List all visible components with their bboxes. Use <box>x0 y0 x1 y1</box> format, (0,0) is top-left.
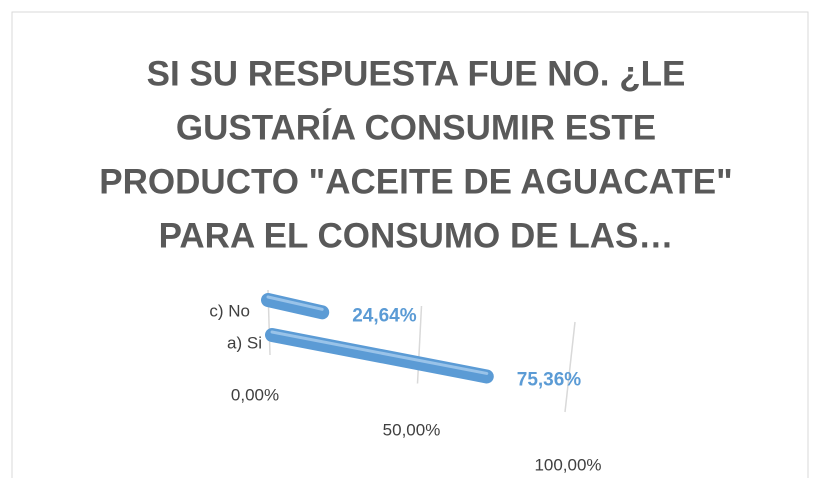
chart-title: PRODUCTO "ACEITE DE AGUACATE" <box>99 162 732 201</box>
x-tick-label: 100,00% <box>534 455 601 474</box>
chart-border <box>11 11 809 478</box>
x-tick-label: 50,00% <box>383 420 441 439</box>
grid-line <box>416 305 423 384</box>
bar-highlight <box>266 295 324 311</box>
bar <box>265 328 494 384</box>
chart-title: SI SU RESPUESTA FUE NO. ¿LE <box>147 54 686 93</box>
data-label: 24,64% <box>352 305 417 326</box>
bar <box>261 293 330 320</box>
grid-line <box>564 321 576 413</box>
x-tick-label: 0,00% <box>231 385 279 404</box>
y-tick-label: c) No <box>209 301 250 320</box>
chart-title: GUSTARÍA CONSUMIR ESTE <box>176 107 656 147</box>
data-label: 75,36% <box>517 369 582 390</box>
chart-title: PARA EL CONSUMO DE LAS… <box>159 216 674 255</box>
y-tick-label: a) Si <box>227 333 262 352</box>
bar-highlight <box>270 330 489 375</box>
